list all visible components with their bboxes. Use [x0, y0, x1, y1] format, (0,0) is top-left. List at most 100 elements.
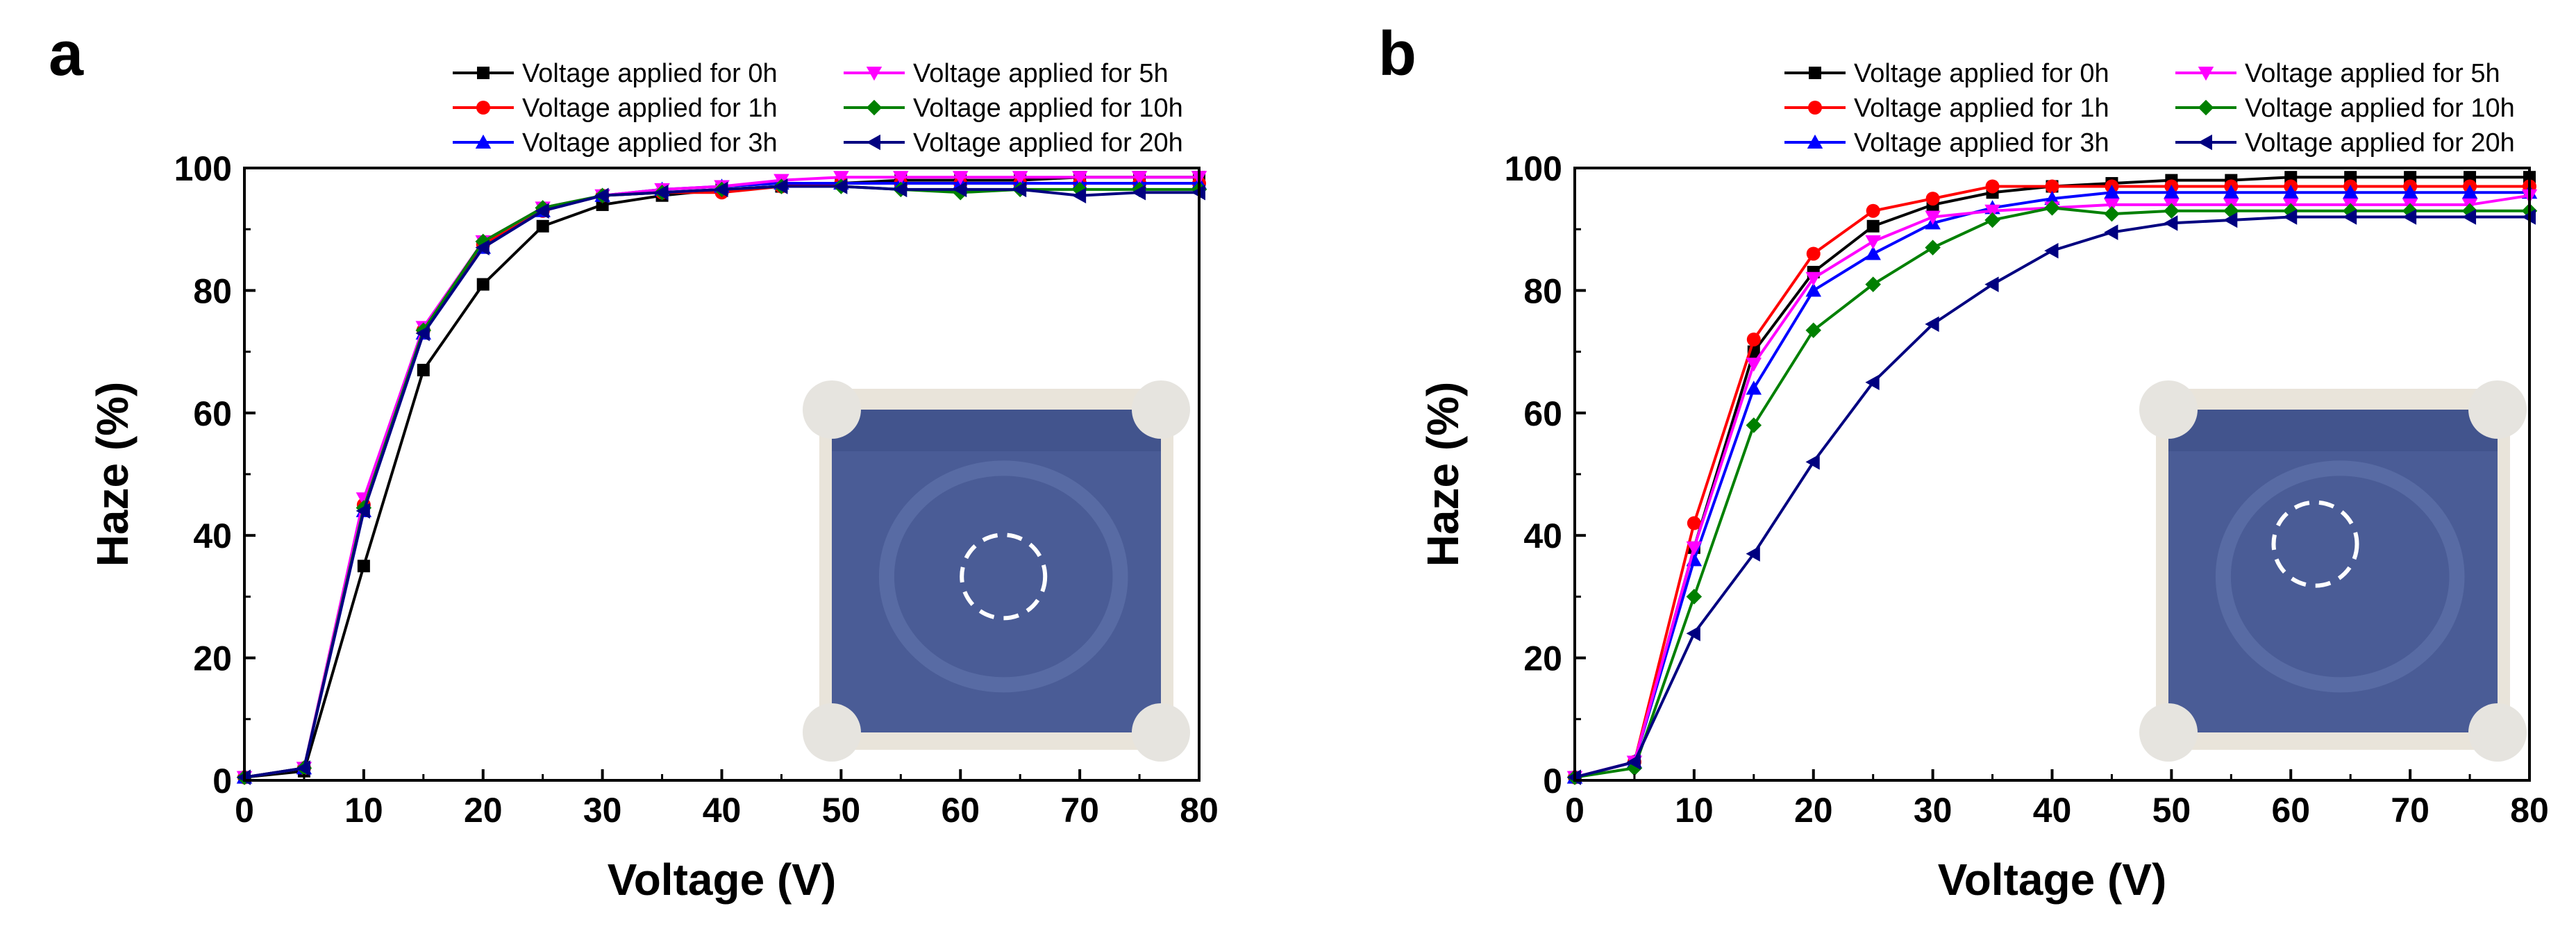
y-tick-label: 100 — [1505, 149, 1562, 188]
data-point — [1806, 246, 1821, 261]
chart-panel-a: a 0 10 20 30 40 50 60 70 80 0 20 40 60 80 100 Voltage (V… — [49, 19, 1219, 905]
inset-film — [2168, 410, 2498, 732]
legend-label: Voltage applied for 10h — [2245, 94, 2515, 123]
legend-marker — [2198, 99, 2214, 116]
data-point — [1805, 283, 1821, 297]
data-point — [773, 178, 788, 194]
legend-entry-0: Voltage applied for 0h — [453, 59, 778, 88]
x-tick-label: 50 — [822, 791, 861, 830]
legend-marker — [2198, 67, 2214, 81]
data-point — [1984, 276, 1999, 292]
y-tick-label: 0 — [212, 762, 232, 800]
data-point — [2104, 198, 2120, 213]
data-point — [2461, 209, 2477, 225]
y-tick-label: 100 — [174, 149, 232, 188]
data-point — [2164, 203, 2180, 219]
data-point — [2223, 212, 2238, 228]
legend-marker — [477, 67, 490, 79]
data-point — [953, 171, 969, 185]
data-point — [1925, 240, 1941, 255]
y-tick-label: 60 — [1523, 394, 1562, 433]
legend-marker — [1809, 67, 1821, 79]
data-point — [1687, 516, 1701, 530]
legend-label: Voltage applied for 0h — [522, 59, 778, 88]
legend-label: Voltage applied for 1h — [522, 94, 778, 123]
inset-film — [832, 410, 1161, 732]
legend-label: Voltage applied for 0h — [1854, 59, 2109, 88]
y-axis-title: Haze (%) — [1418, 382, 1468, 567]
x-tick-label: 40 — [2033, 791, 2072, 830]
legend-entry-4: Voltage applied for 10h — [844, 94, 1183, 123]
data-point — [1866, 219, 1880, 233]
data-point — [1686, 589, 1703, 605]
data-point — [417, 364, 430, 377]
data-point — [1865, 246, 1881, 260]
legend-entry-2: Voltage applied for 3h — [1784, 128, 2109, 158]
data-point — [2461, 185, 2478, 199]
y-axis-title: Haze (%) — [87, 382, 137, 567]
data-point — [357, 560, 370, 573]
data-point — [2104, 185, 2120, 199]
legend-entry-3: Voltage applied for 5h — [2175, 59, 2500, 88]
data-point — [1746, 332, 1761, 346]
legend-marker — [475, 134, 492, 149]
x-tick-label: 60 — [2271, 791, 2310, 830]
inset-photo — [2139, 380, 2527, 762]
data-point — [1984, 212, 2000, 228]
inset-corner-2 — [2139, 703, 2198, 762]
y-tick-label: 40 — [193, 517, 232, 555]
legend-label: Voltage applied for 20h — [2245, 128, 2515, 158]
data-point — [2164, 185, 2180, 199]
chart-panel-b: b 0 10 20 30 40 50 60 70 80 0 20 40 60 80 100 Voltage (V… — [1378, 19, 2549, 905]
data-point — [535, 203, 549, 219]
data-point — [1805, 322, 1821, 338]
inset-corner-1 — [1132, 380, 1190, 439]
x-tick-label: 70 — [1060, 791, 1099, 830]
data-point — [476, 278, 490, 291]
x-tick-label: 20 — [464, 791, 503, 830]
x-tick-label: 0 — [1565, 791, 1584, 830]
data-point — [1746, 546, 1760, 562]
data-point — [1866, 203, 1880, 218]
legend-marker — [476, 101, 490, 115]
y-tick-label: 80 — [1523, 271, 1562, 310]
legend-label: Voltage applied for 5h — [2245, 59, 2500, 88]
data-point — [1071, 187, 1087, 203]
data-point — [1865, 374, 1880, 390]
inset-dashed-circle — [960, 532, 1048, 621]
x-tick-label: 60 — [941, 791, 980, 830]
data-point — [1746, 380, 1762, 395]
data-point — [2044, 242, 2059, 259]
data-point — [893, 171, 909, 185]
legend-entry-3: Voltage applied for 5h — [844, 59, 1169, 88]
x-axis-title: Voltage (V) — [1938, 855, 2167, 905]
data-point — [1746, 417, 1762, 433]
y-tick-label: 20 — [1523, 639, 1562, 678]
data-point — [1984, 204, 2000, 219]
data-point — [356, 503, 370, 519]
legend-label: Voltage applied for 1h — [1854, 94, 2109, 123]
data-point — [594, 187, 609, 203]
inset-corner-1 — [2468, 380, 2527, 439]
legend-entry-0: Voltage applied for 0h — [1784, 59, 2109, 88]
y-tick-label: 20 — [193, 639, 232, 678]
legend-label: Voltage applied for 5h — [913, 59, 1169, 88]
data-point — [2044, 200, 2060, 216]
data-point — [2283, 209, 2298, 225]
data-point — [833, 178, 848, 194]
inset-film-shade — [832, 410, 1161, 451]
data-point — [1131, 185, 1146, 201]
data-point — [1746, 358, 1762, 372]
y-tick-label: 0 — [1543, 762, 1562, 800]
data-point — [1985, 179, 2000, 194]
x-tick-label: 30 — [1914, 791, 1952, 830]
legend-label: Voltage applied for 3h — [1854, 128, 2109, 158]
data-point — [296, 760, 310, 776]
legend-entry-1: Voltage applied for 1h — [1784, 94, 2109, 123]
legend: Voltage applied for 0h Voltage applied fo… — [1784, 59, 2515, 158]
data-point — [1012, 181, 1027, 198]
data-point — [654, 185, 669, 201]
legend-label: Voltage applied for 10h — [913, 94, 1183, 123]
panel-letter: a — [49, 19, 84, 89]
x-tick-label: 0 — [235, 791, 254, 830]
